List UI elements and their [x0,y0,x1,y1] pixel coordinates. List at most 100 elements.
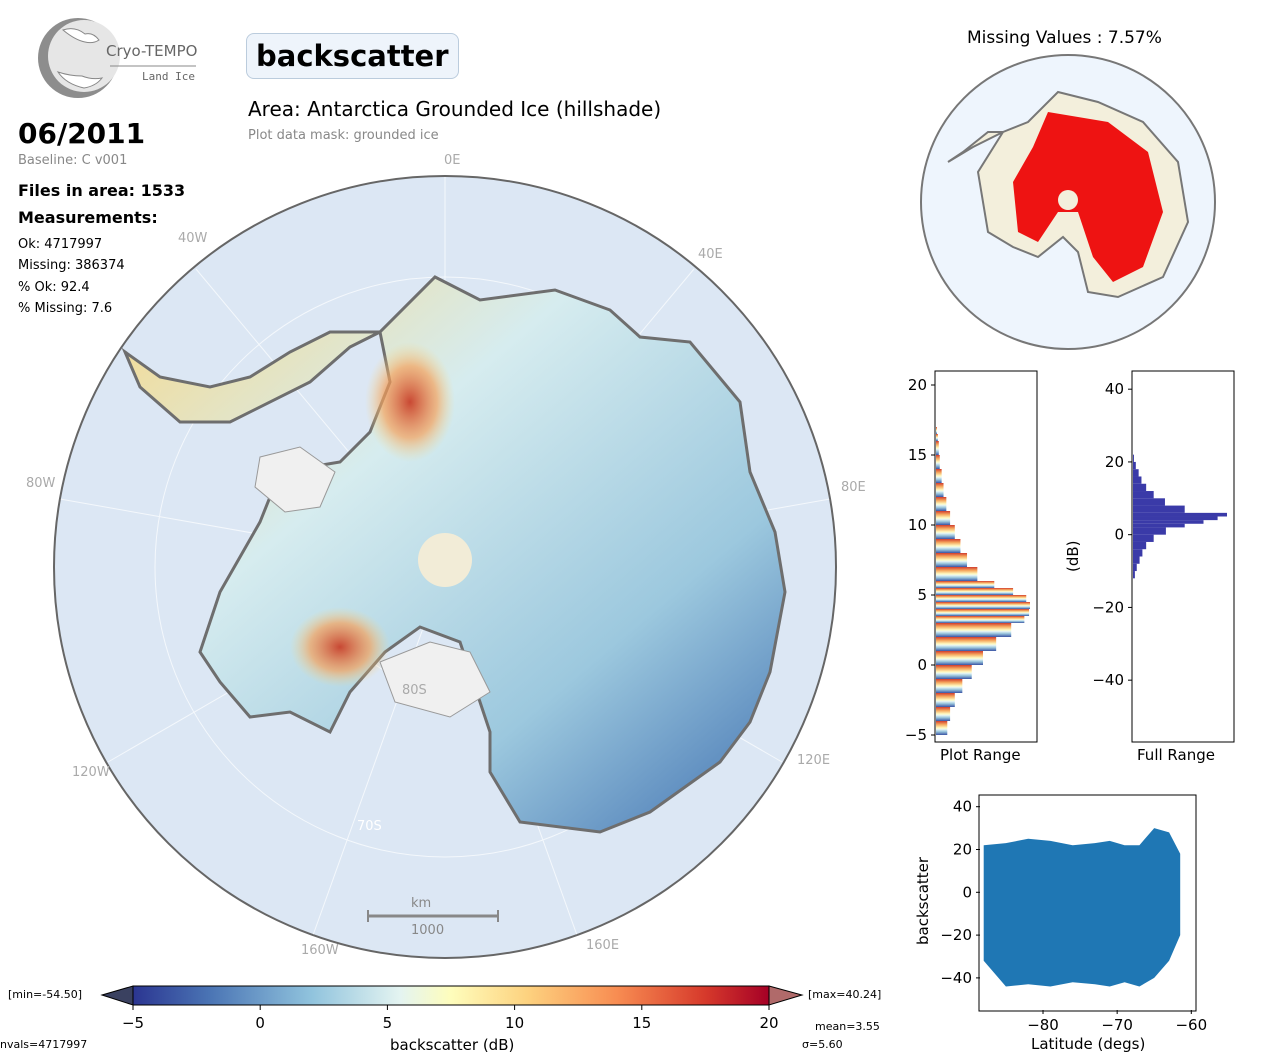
x-tick-label: −70 [1101,1016,1133,1034]
histogram-bar [1133,523,1185,528]
colorbar-tick-label: 10 [505,1014,524,1032]
y-tick-label: 40 [953,798,972,816]
colorbar-tick-label: 0 [255,1014,265,1032]
missing-map-title: Missing Values : 7.57% [967,28,1162,48]
measurements-heading: Measurements: [18,208,158,227]
grid-label-0e: 0E [444,153,461,168]
mask-label: Plot data mask: grounded ice [248,128,439,143]
missing-map-red-region [1013,112,1163,282]
histogram-bar [1133,541,1147,550]
logo-moon-icon [38,18,196,98]
histogram-bar [936,455,940,469]
histogram-bar [936,469,942,483]
grid-label-70s: 70S [357,819,382,834]
colorbar-min-extend [100,985,134,1006]
y-tick-label: 5 [917,586,927,604]
grid-label-160e: 160E [586,938,620,953]
parameter-title: backscatter [246,33,459,79]
grid-label-80w: 80W [26,476,56,491]
y-tick-label: 10 [908,516,927,534]
histogram-bar [1133,563,1137,572]
histogram-bar [1133,505,1185,513]
histogram-bar [936,588,1014,595]
logo-name: Cryo-TEMPO [106,42,198,60]
pct-ok: % Ok: 92.4 [18,280,90,295]
histogram-bar [936,693,955,707]
scalebar [367,910,499,922]
missing-values-map [920,54,1216,350]
warm-anomaly-west [290,607,390,687]
histogram-bar [936,511,951,525]
y-tick-label: −40 [940,969,972,987]
scatter-point-cloud [983,828,1181,987]
histogram-bar [936,497,947,511]
grid-label-80s: 80S [402,683,427,698]
date-label: 06/2011 [18,117,146,150]
ross-ice-shelf [379,641,491,718]
histogram-bar [1133,491,1154,499]
histogram-bar [936,567,978,581]
y-tick-label: 0 [962,883,972,901]
grid-label-40w: 40W [178,231,208,246]
scatter-ylabel: backscatter [914,856,932,945]
histogram-bar [1133,571,1135,579]
pct-missing: % Missing: 7.6 [18,301,113,316]
logo-subtitle: Land Ice [142,70,195,83]
area-title: Area: Antarctica Grounded Ice (hillshade… [248,97,662,121]
histogram-bar [1133,469,1139,477]
colorbar-sigma: σ=5.60 [802,1038,843,1051]
colorbar-tick-label: 20 [759,1014,778,1032]
histogram-bar [936,651,983,665]
histogram-bar [936,665,972,679]
full-range-ylabel: (dB) [1064,540,1082,572]
colorbar-nvals: nvals=4717997 [0,1038,88,1051]
y-tick-label: 40 [1105,380,1124,398]
latitude-scatter: −80 −70 −60 −40 −20 0 20 40 [940,794,1207,1034]
histogram-bar [936,434,938,441]
ronne-ice-shelf [254,446,336,513]
histogram-bar [1133,549,1143,557]
histogram-bar [936,602,1030,609]
y-tick-label: 20 [1105,453,1124,471]
histogram-bar [936,553,968,567]
histogram-bar [1133,498,1165,506]
histogram-bar [936,441,939,455]
histogram-bar [936,707,951,721]
grid-label-160w: 160W [301,943,339,958]
histogram-bar [936,623,1012,637]
histogram-bar [936,483,944,497]
grid-label-120w: 120W [72,765,110,780]
histogram-bar [936,581,995,588]
warm-anomaly-queen-maud [365,342,455,462]
pole-hole [418,533,472,587]
colorbar: −5 0 5 10 15 20 [100,985,804,1032]
colorbar-tick-label: 5 [383,1014,393,1032]
histogram-bar [1133,483,1147,492]
grid-label-40e: 40E [698,247,723,262]
histogram-bar [1133,454,1134,462]
y-tick-label: −20 [940,926,972,944]
scalebar-unit: km [411,896,432,911]
colorbar-mean: mean=3.55 [815,1020,880,1033]
histogram-bar [1133,556,1140,564]
histogram-bar [936,637,997,651]
colorbar-tick-label: 15 [632,1014,651,1032]
plot-range-histogram: −5 0 5 10 15 20 [905,370,1038,744]
antarctica-map [53,175,837,959]
histogram-bar [936,595,1027,602]
histogram-bar [1133,534,1154,542]
full-range-histogram: −40 −20 0 20 40 [1092,370,1235,743]
ok-count: Ok: 4717997 [18,237,103,252]
colorbar-ramp [132,985,770,1006]
baseline-label: Baseline: C v001 [18,153,128,168]
histogram-bar [1133,476,1142,484]
histogram-bar [936,427,937,434]
histogram-bar [1133,512,1227,517]
full-range-xlabel: Full Range [1137,746,1215,764]
histogram-bar [936,609,1030,616]
colorbar-tick-label: −5 [122,1014,144,1032]
histogram-bar [936,616,1025,623]
x-tick-label: −60 [1175,1016,1207,1034]
missing-count: Missing: 386374 [18,258,125,273]
y-tick-label: 15 [908,446,927,464]
